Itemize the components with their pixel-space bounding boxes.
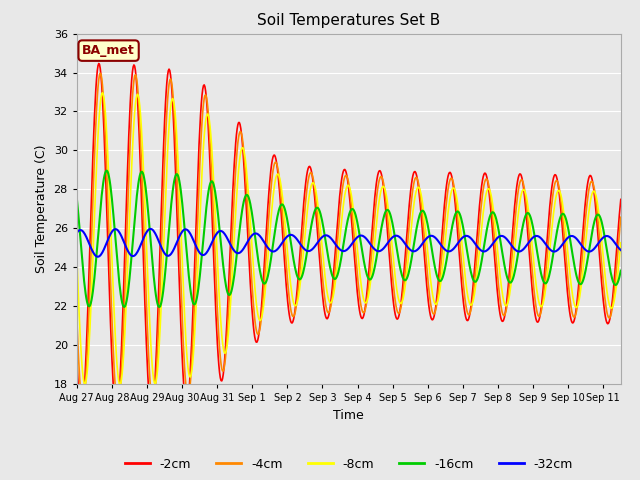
- -2cm: [113, 411, 120, 417]
- -16cm: [73, 195, 81, 201]
- -32cm: [327, 235, 335, 241]
- -8cm: [73, 253, 81, 259]
- -2cm: [327, 299, 335, 305]
- -4cm: [307, 170, 314, 176]
- -32cm: [617, 247, 625, 253]
- -16cm: [327, 268, 335, 274]
- -2cm: [307, 165, 314, 170]
- -2cm: [465, 316, 472, 322]
- Y-axis label: Soil Temperature (C): Soil Temperature (C): [35, 144, 48, 273]
- -4cm: [114, 401, 122, 407]
- -4cm: [97, 71, 104, 76]
- -16cm: [150, 273, 157, 279]
- -8cm: [116, 382, 124, 387]
- -8cm: [150, 380, 158, 386]
- -4cm: [478, 199, 486, 204]
- -32cm: [465, 234, 472, 240]
- -4cm: [617, 215, 625, 220]
- -8cm: [327, 300, 335, 306]
- -2cm: [95, 60, 102, 66]
- -32cm: [147, 226, 155, 232]
- -32cm: [75, 228, 83, 233]
- -16cm: [103, 168, 111, 174]
- X-axis label: Time: Time: [333, 408, 364, 421]
- Title: Soil Temperatures Set B: Soil Temperatures Set B: [257, 13, 440, 28]
- -16cm: [156, 304, 163, 310]
- -2cm: [478, 182, 486, 188]
- Line: -4cm: -4cm: [77, 73, 621, 404]
- -8cm: [75, 308, 83, 313]
- -2cm: [75, 395, 83, 401]
- -8cm: [465, 297, 472, 302]
- -4cm: [327, 303, 335, 309]
- -8cm: [617, 240, 625, 246]
- -2cm: [150, 388, 158, 394]
- -4cm: [465, 312, 472, 318]
- -32cm: [478, 248, 486, 254]
- -8cm: [99, 90, 106, 96]
- Text: BA_met: BA_met: [82, 44, 135, 57]
- -16cm: [617, 268, 625, 274]
- -32cm: [94, 254, 102, 260]
- -16cm: [478, 258, 486, 264]
- Line: -2cm: -2cm: [77, 63, 621, 414]
- -16cm: [307, 228, 314, 234]
- -32cm: [150, 229, 158, 235]
- Line: -32cm: -32cm: [77, 229, 621, 257]
- -32cm: [73, 230, 81, 236]
- -4cm: [150, 395, 158, 400]
- Line: -8cm: -8cm: [77, 93, 621, 384]
- -2cm: [617, 196, 625, 202]
- -2cm: [73, 355, 81, 361]
- -8cm: [307, 186, 314, 192]
- -16cm: [75, 219, 83, 225]
- -4cm: [75, 364, 83, 370]
- Line: -16cm: -16cm: [77, 171, 621, 307]
- -8cm: [478, 224, 486, 229]
- -16cm: [465, 257, 472, 263]
- -4cm: [73, 315, 81, 321]
- Legend: -2cm, -4cm, -8cm, -16cm, -32cm: -2cm, -4cm, -8cm, -16cm, -32cm: [120, 453, 578, 476]
- -32cm: [307, 248, 314, 253]
